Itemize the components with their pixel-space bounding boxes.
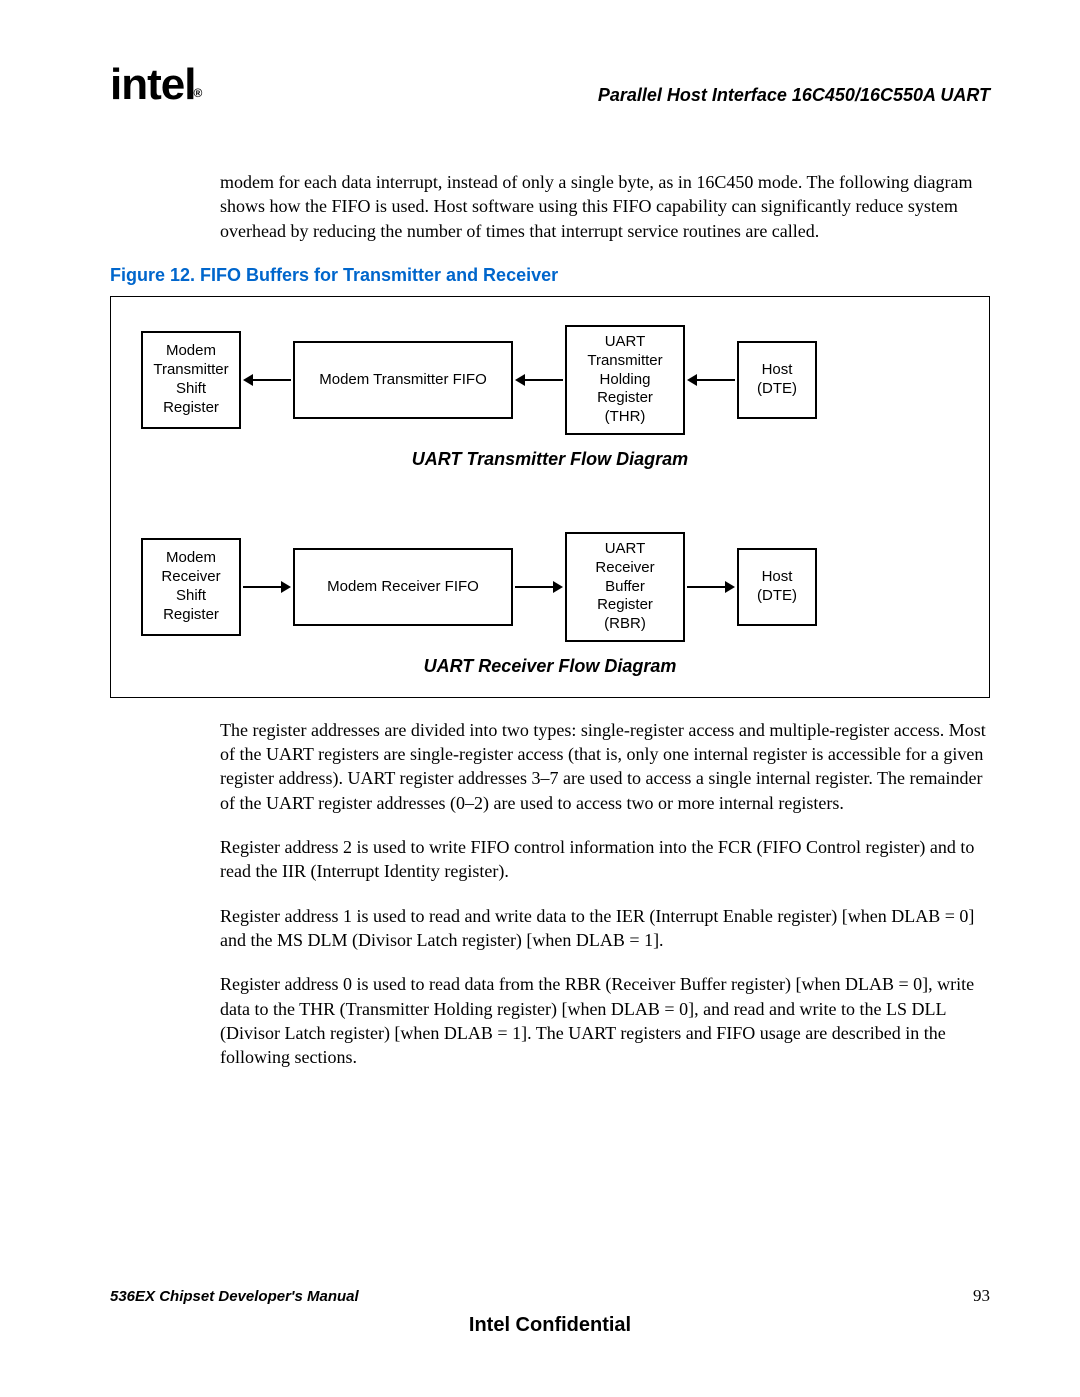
logo-text: intel bbox=[110, 60, 195, 109]
arrow-left-icon bbox=[685, 370, 737, 390]
header-doc-title: Parallel Host Interface 16C450/16C550A U… bbox=[598, 85, 990, 106]
arrow-left-icon bbox=[513, 370, 565, 390]
body-paragraph-1: The register addresses are divided into … bbox=[220, 718, 990, 815]
tx-subcaption: UART Transmitter Flow Diagram bbox=[141, 449, 959, 470]
rx-node-fifo: Modem Receiver FIFO bbox=[293, 548, 513, 626]
arrow-right-icon bbox=[685, 577, 737, 597]
rx-node-rbr: UART Receiver Buffer Register (RBR) bbox=[565, 532, 685, 642]
tx-node-fifo: Modem Transmitter FIFO bbox=[293, 341, 513, 419]
arrow-right-icon bbox=[513, 577, 565, 597]
intro-paragraph: modem for each data interrupt, instead o… bbox=[220, 170, 990, 243]
footer-confidential: Intel Confidential bbox=[110, 1314, 990, 1337]
registered-mark: ® bbox=[193, 86, 201, 100]
footer-row: 536EX Chipset Developer's Manual 93 bbox=[110, 1286, 990, 1306]
tx-node-shift-register: Modem Transmitter Shift Register bbox=[141, 331, 241, 429]
footer-page-number: 93 bbox=[973, 1286, 990, 1306]
intel-logo: intel® bbox=[110, 60, 203, 110]
body-paragraph-2: Register address 2 is used to write FIFO… bbox=[220, 835, 990, 884]
tx-node-host: Host (DTE) bbox=[737, 341, 817, 419]
flow-spacer bbox=[141, 470, 959, 532]
tx-flow-row: Modem Transmitter Shift Register Modem T… bbox=[141, 325, 959, 435]
page-footer: 536EX Chipset Developer's Manual 93 Inte… bbox=[110, 1286, 990, 1337]
arrow-right-icon bbox=[241, 577, 293, 597]
footer-manual-title: 536EX Chipset Developer's Manual bbox=[110, 1288, 359, 1305]
figure-caption: Figure 12. FIFO Buffers for Transmitter … bbox=[110, 265, 990, 286]
arrow-left-icon bbox=[241, 370, 293, 390]
rx-node-host: Host (DTE) bbox=[737, 548, 817, 626]
tx-node-thr: UART Transmitter Holding Register (THR) bbox=[565, 325, 685, 435]
body-paragraph-4: Register address 0 is used to read data … bbox=[220, 972, 990, 1069]
figure-container: Modem Transmitter Shift Register Modem T… bbox=[110, 296, 990, 698]
body-paragraph-3: Register address 1 is used to read and w… bbox=[220, 904, 990, 953]
rx-node-shift-register: Modem Receiver Shift Register bbox=[141, 538, 241, 636]
rx-subcaption: UART Receiver Flow Diagram bbox=[141, 656, 959, 677]
rx-flow-row: Modem Receiver Shift Register Modem Rece… bbox=[141, 532, 959, 642]
